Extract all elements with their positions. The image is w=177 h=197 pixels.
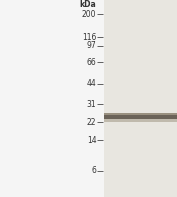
Text: 200: 200 [82, 10, 96, 19]
Text: 44: 44 [87, 79, 96, 88]
Text: 31: 31 [87, 99, 96, 109]
Text: 14: 14 [87, 136, 96, 145]
Bar [104, 119, 177, 122]
Text: 116: 116 [82, 33, 96, 42]
Bar [104, 115, 177, 119]
Text: kDa: kDa [80, 0, 96, 9]
Bar [104, 0, 177, 197]
Text: 22: 22 [87, 118, 96, 127]
Bar [104, 113, 177, 115]
Text: 97: 97 [87, 41, 96, 50]
Text: 6: 6 [92, 166, 96, 176]
Text: 66: 66 [87, 58, 96, 67]
